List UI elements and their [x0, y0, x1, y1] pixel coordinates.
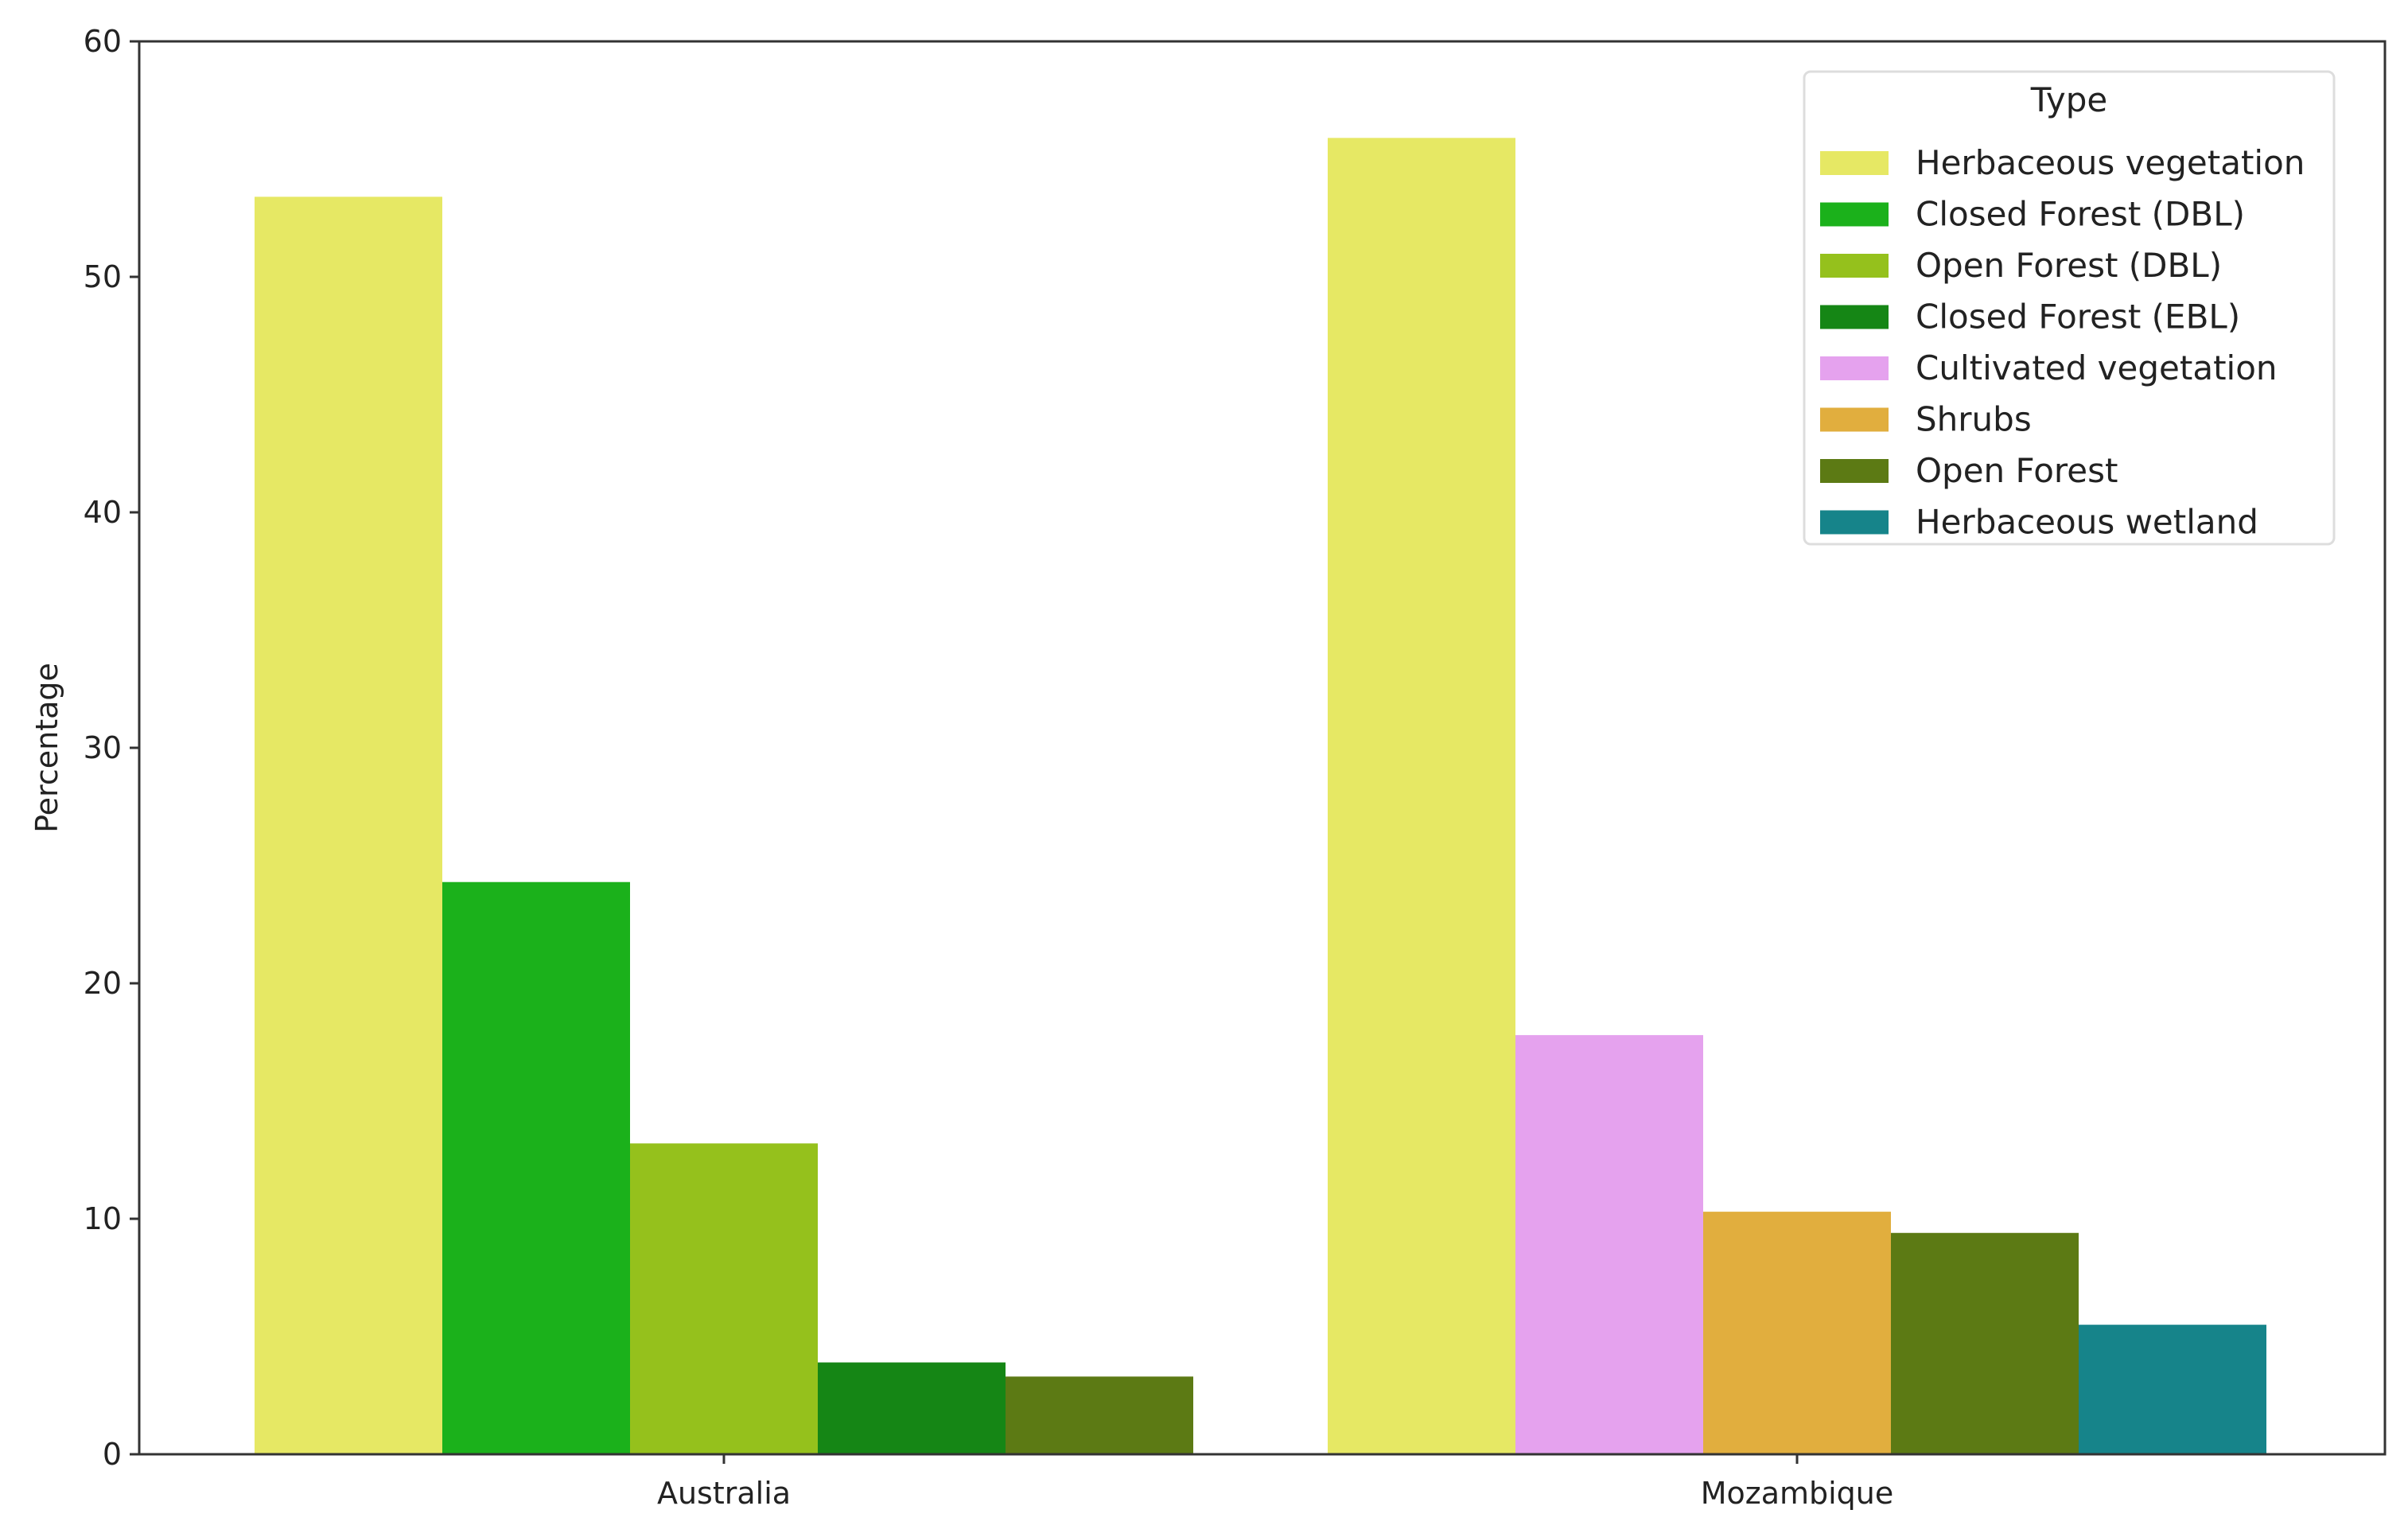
- y-tick-label: 0: [103, 1437, 122, 1472]
- legend-swatch: [1820, 202, 1889, 227]
- legend-label: Herbaceous vegetation: [1916, 143, 2305, 182]
- legend: Type Herbaceous vegetation Closed Forest (…: [1803, 70, 2336, 546]
- bar-australia-open-forest: [1006, 1376, 1193, 1454]
- y-tick-label: 50: [84, 259, 122, 294]
- legend-swatch: [1820, 459, 1889, 483]
- legend-swatch: [1820, 305, 1889, 329]
- y-tick-label: 10: [84, 1201, 122, 1236]
- bar-australia-open-forest-dbl: [630, 1143, 818, 1454]
- bar-australia-closed-forest-ebl: [818, 1362, 1006, 1454]
- legend-label: Shrubs: [1916, 400, 2032, 439]
- x-axis: Australia Mozambique: [657, 1454, 1893, 1511]
- legend-swatch: [1820, 254, 1889, 278]
- bar-australia-herbaceous-vegetation: [255, 197, 442, 1455]
- y-tick-label: 40: [84, 495, 122, 530]
- legend-swatch: [1820, 407, 1889, 432]
- legend-box: [1803, 70, 2336, 546]
- x-tick-label: Mozambique: [1701, 1476, 1894, 1511]
- legend-label: Cultivated vegetation: [1916, 348, 2278, 387]
- bar-mozambique-herbaceous-wetland: [2079, 1325, 2266, 1454]
- legend-label: Closed Forest (EBL): [1916, 298, 2240, 337]
- legend-title: Type: [2030, 80, 2107, 119]
- y-axis-label: Percentage: [29, 663, 64, 833]
- bars: [255, 138, 2266, 1455]
- legend-swatch: [1820, 510, 1889, 535]
- bar-mozambique-shrubs: [1703, 1212, 1891, 1454]
- y-axis: 0 10 20 30 40 50 60: [84, 24, 139, 1472]
- y-tick-label: 60: [84, 24, 122, 59]
- bar-mozambique-herbaceous-vegetation: [1328, 138, 1515, 1455]
- legend-label: Open Forest: [1916, 451, 2118, 490]
- y-tick-label: 20: [84, 966, 122, 1001]
- bar-mozambique-cultivated-vegetation: [1515, 1035, 1703, 1454]
- legend-swatch: [1820, 151, 1889, 175]
- legend-swatch: [1820, 356, 1889, 380]
- legend-label: Open Forest (DBL): [1916, 246, 2222, 285]
- bar-mozambique-open-forest: [1891, 1232, 2079, 1454]
- bar-australia-closed-forest-dbl: [442, 881, 630, 1454]
- legend-label: Herbaceous wetland: [1916, 503, 2258, 542]
- x-tick-label: Australia: [657, 1476, 791, 1511]
- y-tick-label: 30: [84, 730, 122, 765]
- legend-label: Closed Forest (DBL): [1916, 195, 2245, 234]
